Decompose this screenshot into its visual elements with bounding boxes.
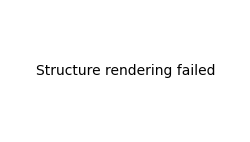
Text: Structure rendering failed: Structure rendering failed [36, 64, 214, 78]
